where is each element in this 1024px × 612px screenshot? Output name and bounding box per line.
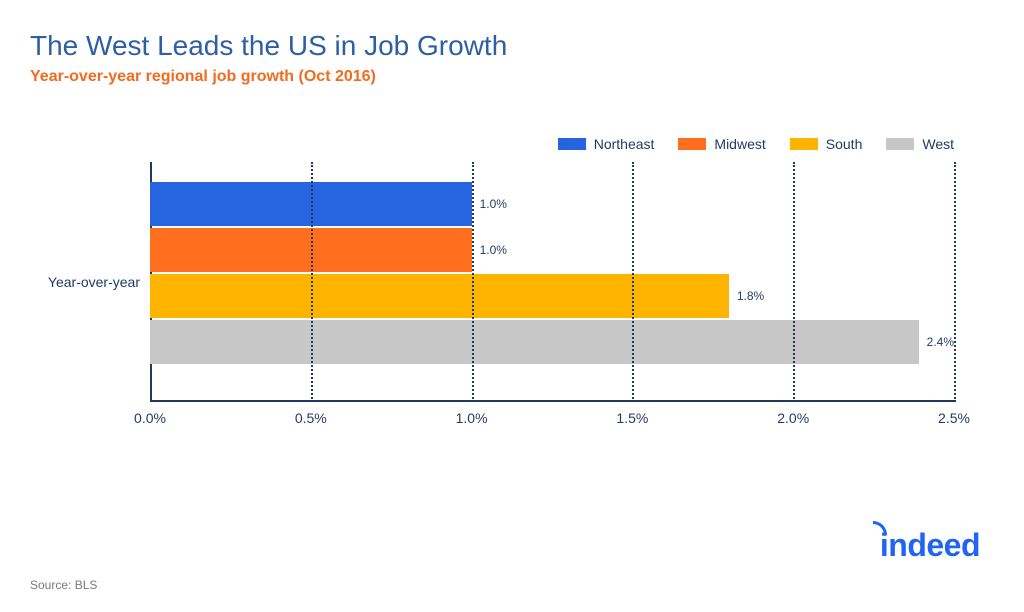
legend-swatch	[886, 138, 914, 150]
gridline	[954, 162, 956, 402]
legend-swatch	[790, 138, 818, 150]
chart-container: The West Leads the US in Job Growth Year…	[0, 0, 1024, 612]
bar-value-label: 1.8%	[737, 289, 764, 303]
legend-item-south: South	[790, 136, 863, 152]
source-text: Source: BLS	[30, 578, 97, 592]
legend-label: Midwest	[714, 136, 765, 152]
bars-group: 1.0% 1.0% 1.8% 2.4%	[150, 182, 954, 382]
gridline	[472, 162, 474, 402]
legend-label: West	[922, 136, 954, 152]
legend-swatch	[678, 138, 706, 150]
gridline	[311, 162, 313, 402]
gridline	[793, 162, 795, 402]
plot-area: 1.0%1.0%1.8%2.4% 0.0%0.5%1.0%1.5%2.0%2.5…	[150, 162, 954, 402]
bar	[150, 320, 919, 364]
chart-subtitle: Year-over-year regional job growth (Oct …	[30, 68, 994, 86]
x-tick-label: 0.0%	[134, 410, 166, 426]
indeed-logo: indeed	[880, 527, 980, 564]
bar-value-label: 1.0%	[480, 243, 507, 257]
x-tick-label: 2.0%	[777, 410, 809, 426]
y-axis-label: Year-over-year	[30, 162, 150, 402]
logo-text: ndeed	[888, 527, 980, 563]
bar-row: 1.0%	[150, 228, 954, 272]
legend-swatch	[558, 138, 586, 150]
bar-row: 1.0%	[150, 182, 954, 226]
chart-area: Year-over-year 1.0%1.0%1.8%2.4% 0.0%0.5%…	[30, 162, 994, 402]
x-tick-label: 1.0%	[456, 410, 488, 426]
bar-value-label: 2.4%	[927, 335, 954, 349]
legend-label: South	[826, 136, 863, 152]
legend-item-midwest: Midwest	[678, 136, 765, 152]
legend-label: Northeast	[594, 136, 655, 152]
legend-item-northeast: Northeast	[558, 136, 655, 152]
bar-value-label: 1.0%	[480, 197, 507, 211]
gridline	[632, 162, 634, 402]
x-tick-label: 0.5%	[295, 410, 327, 426]
x-axis	[150, 400, 954, 402]
chart-title: The West Leads the US in Job Growth	[30, 30, 994, 62]
bar-row: 1.8%	[150, 274, 954, 318]
bar	[150, 274, 729, 318]
legend: Northeast Midwest South West	[30, 136, 994, 152]
logo-icon: i	[880, 527, 888, 564]
x-tick-label: 1.5%	[616, 410, 648, 426]
legend-item-west: West	[886, 136, 954, 152]
x-tick-label: 2.5%	[938, 410, 970, 426]
bar-row: 2.4%	[150, 320, 954, 364]
